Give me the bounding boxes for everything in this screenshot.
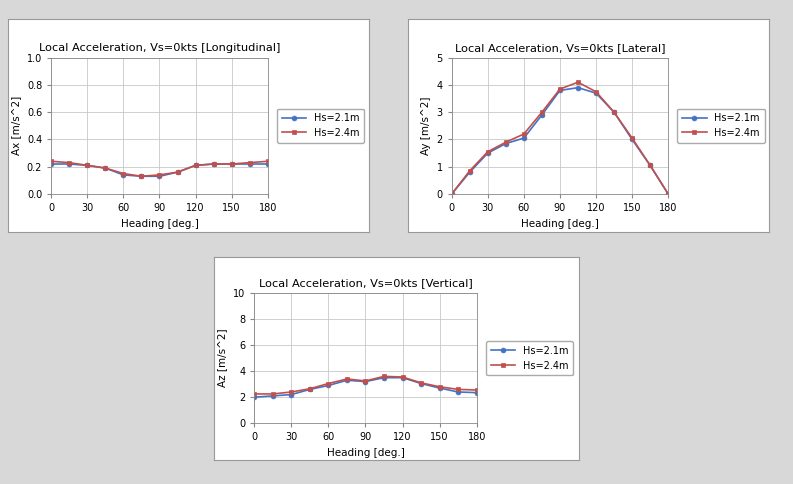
Hs=2.4m [263,158,273,164]
Legend: Hs=2.1m, Hs=2.4m: Hs=2.1m, Hs=2.4m [677,108,764,143]
Hs=2.4m [64,160,74,166]
Hs=2.4m [664,191,673,197]
Hs=2.1m [245,161,255,167]
Hs=2.1m [435,385,444,391]
Hs=2.1m [82,163,92,168]
Hs=2.4m [250,391,259,397]
Hs=2.4m [305,386,315,392]
Hs=2.1m [191,163,201,168]
Hs=2.4m [435,384,444,390]
Hs=2.1m [465,169,474,175]
Hs=2.4m [343,376,352,382]
Hs=2.4m [101,165,110,171]
Hs=2.1m [227,161,236,167]
Title: Local Acceleration, Vs=0kts [Vertical]: Local Acceleration, Vs=0kts [Vertical] [259,278,473,288]
Hs=2.4m [136,173,146,179]
Hs=2.4m [627,135,637,141]
Hs=2.1m [398,375,408,380]
Hs=2.1m [592,90,601,96]
Hs=2.4m [483,149,492,155]
X-axis label: Heading [deg.]: Heading [deg.] [121,219,198,228]
Title: Local Acceleration, Vs=0kts [Longitudinal]: Local Acceleration, Vs=0kts [Longitudina… [39,43,280,53]
Hs=2.1m [173,169,182,175]
Y-axis label: Ay [m/s^2]: Ay [m/s^2] [421,97,431,155]
Hs=2.4m [209,161,218,167]
Hs=2.1m [263,161,273,167]
Hs=2.1m [416,380,426,386]
Hs=2.1m [555,88,565,93]
Hs=2.4m [155,172,164,178]
Hs=2.1m [286,392,296,397]
Hs=2.1m [64,161,74,167]
Hs=2.1m [609,109,619,115]
Hs=2.4m [537,109,546,115]
Hs=2.1m [305,387,315,393]
Legend: Hs=2.1m, Hs=2.4m: Hs=2.1m, Hs=2.4m [486,341,573,376]
Hs=2.4m [379,374,389,379]
X-axis label: Heading [deg.]: Heading [deg.] [327,448,404,458]
X-axis label: Heading [deg.]: Heading [deg.] [521,219,599,228]
Line: Hs=2.4m: Hs=2.4m [450,80,671,197]
Hs=2.4m [227,161,236,167]
Hs=2.1m [454,389,463,395]
Hs=2.1m [343,378,352,383]
Hs=2.4m [119,171,128,177]
Legend: Hs=2.1m, Hs=2.4m: Hs=2.1m, Hs=2.4m [277,108,364,143]
Y-axis label: Az [m/s^2]: Az [m/s^2] [217,329,228,388]
Hs=2.4m [646,163,655,168]
Title: Local Acceleration, Vs=0kts [Lateral]: Local Acceleration, Vs=0kts [Lateral] [454,43,665,53]
Hs=2.4m [191,163,201,168]
Hs=2.4m [501,139,511,145]
Hs=2.4m [324,380,333,386]
Hs=2.1m [627,136,637,142]
Hs=2.4m [398,374,408,380]
Hs=2.1m [250,394,259,400]
Hs=2.1m [119,172,128,178]
Hs=2.4m [472,387,481,393]
Hs=2.1m [155,173,164,179]
Hs=2.1m [519,135,529,141]
Hs=2.1m [501,141,511,147]
Hs=2.1m [136,173,146,179]
Hs=2.1m [209,161,218,167]
Hs=2.4m [286,389,296,395]
Hs=2.4m [555,86,565,92]
Hs=2.4m [268,391,278,397]
Hs=2.1m [573,85,583,91]
Line: Hs=2.1m: Hs=2.1m [252,375,479,400]
Hs=2.4m [416,380,426,386]
Hs=2.4m [609,109,619,115]
Y-axis label: Ax [m/s^2]: Ax [m/s^2] [11,96,21,155]
Hs=2.1m [379,375,389,380]
Hs=2.4m [245,160,255,166]
Hs=2.4m [447,191,457,197]
Hs=2.4m [173,169,182,175]
Hs=2.4m [361,378,370,384]
Hs=2.1m [646,163,655,168]
Line: Hs=2.1m: Hs=2.1m [49,162,270,179]
Hs=2.1m [47,161,56,167]
Hs=2.1m [447,191,457,197]
Hs=2.1m [472,390,481,395]
Hs=2.4m [573,79,583,85]
Hs=2.1m [268,393,278,399]
Hs=2.1m [101,165,110,171]
Hs=2.4m [592,89,601,95]
Hs=2.4m [465,168,474,174]
Line: Hs=2.4m: Hs=2.4m [252,374,479,396]
Hs=2.4m [519,131,529,137]
Hs=2.1m [361,378,370,384]
Hs=2.4m [82,163,92,168]
Hs=2.4m [47,158,56,164]
Hs=2.4m [454,387,463,393]
Line: Hs=2.1m: Hs=2.1m [450,85,671,197]
Hs=2.1m [664,191,673,197]
Line: Hs=2.4m: Hs=2.4m [49,159,270,179]
Hs=2.1m [324,382,333,388]
Hs=2.1m [537,112,546,118]
Hs=2.1m [483,150,492,156]
